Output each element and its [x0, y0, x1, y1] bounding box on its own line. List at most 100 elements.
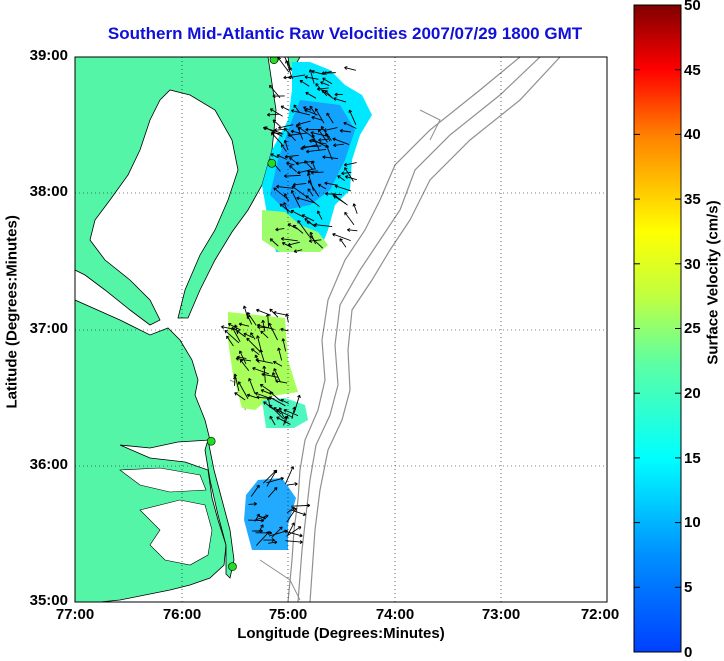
bathymetry-contour	[309, 57, 561, 602]
water-albemarle	[119, 467, 207, 493]
x-tick-label: 74:00	[375, 606, 415, 623]
velocity-vector	[254, 513, 260, 522]
velocity-vector	[302, 145, 322, 149]
velocity-vector	[246, 337, 261, 353]
velocity-vector	[277, 347, 283, 361]
velocity-vector	[283, 174, 301, 178]
velocity-vector	[292, 224, 304, 234]
velocity-vector	[256, 308, 271, 316]
velocity-vector	[250, 332, 256, 340]
velocity-vector	[310, 131, 330, 138]
velocity-vector	[344, 167, 354, 182]
velocity-vector	[344, 66, 357, 71]
velocity-vector	[310, 170, 324, 175]
velocity-vector	[316, 210, 323, 220]
hf-radar-stations	[206, 57, 279, 571]
velocity-vector	[243, 332, 254, 338]
velocity-vector	[291, 503, 311, 508]
velocity-vector	[266, 397, 271, 407]
velocity-vector	[281, 338, 287, 352]
velocity-vector	[269, 238, 279, 247]
x-tick-label: 76:00	[162, 606, 202, 623]
velocity-vector	[280, 237, 298, 242]
velocity-vector	[337, 175, 346, 181]
station-marker	[269, 57, 279, 65]
velocity-vector	[344, 211, 355, 226]
x-tick-label: 77:00	[55, 606, 95, 623]
velocity-vector	[290, 109, 310, 116]
velocity-vector	[314, 222, 333, 227]
colorbar-ticks	[634, 4, 681, 653]
velocity-vector	[268, 540, 278, 545]
velocity-vector	[305, 91, 317, 99]
velocity-vector	[323, 71, 336, 76]
colorbar-tick-label: 5	[684, 579, 693, 596]
velocity-vector	[320, 81, 330, 86]
velocity-vector	[262, 469, 277, 484]
velocity-vector	[259, 383, 274, 394]
velocity-vector	[266, 112, 280, 117]
velocity-vector	[251, 528, 263, 533]
velocity-vector	[254, 514, 269, 521]
land-delmarva	[75, 57, 277, 326]
velocity-vector	[309, 105, 317, 116]
velocity-vector	[287, 241, 300, 247]
velocity-vector	[280, 327, 289, 332]
colorbar	[633, 4, 682, 653]
velocity-vector	[333, 143, 344, 148]
velocity-vector	[286, 161, 295, 166]
x-tick-label: 75:00	[268, 606, 308, 623]
velocity-vector	[348, 109, 357, 125]
velocity-vector	[299, 79, 310, 87]
velocity-vector	[288, 74, 306, 80]
velocity-vector	[326, 112, 334, 124]
velocity-vector	[291, 509, 307, 517]
velocity-vector	[256, 335, 263, 353]
velocity-vector	[270, 153, 279, 159]
velocity-vector	[297, 168, 315, 175]
velocity-vector	[311, 138, 329, 149]
velocity-vector	[278, 124, 294, 130]
velocity-vector	[311, 115, 323, 121]
colorbar-tick-label: 35	[684, 191, 701, 208]
velocity-vector	[314, 108, 325, 124]
velocity-vector	[309, 235, 324, 249]
velocity-vector	[226, 335, 234, 347]
water-pamlico	[139, 499, 213, 566]
velocity-vector	[347, 228, 358, 232]
velocity-vector	[296, 196, 316, 204]
velocity-vector	[293, 249, 303, 254]
velocity-vector	[321, 70, 332, 76]
velocity-vector	[324, 89, 333, 99]
colorbar-tick-label: 25	[684, 320, 701, 337]
velocity-vector	[274, 128, 288, 132]
velocity-vector	[325, 191, 342, 196]
velocity-patch-edge	[262, 210, 328, 252]
velocity-vector	[287, 522, 295, 536]
velocity-vector	[231, 326, 241, 342]
x-tick-label: 73:00	[481, 606, 521, 623]
velocity-vector	[269, 415, 276, 426]
velocity-vector	[275, 227, 285, 232]
velocity-vector	[271, 526, 283, 538]
velocity-vector	[272, 372, 278, 382]
velocity-vector	[273, 368, 281, 383]
velocity-vector	[290, 129, 301, 134]
velocity-vectors	[220, 57, 358, 546]
velocity-vector	[293, 394, 301, 413]
velocity-vector	[317, 183, 327, 190]
velocity-vector	[279, 203, 293, 214]
velocity-vector	[305, 127, 323, 132]
velocity-vector	[268, 322, 278, 341]
velocity-vector	[295, 124, 304, 140]
velocity-vector	[344, 175, 357, 181]
velocity-vector	[280, 398, 289, 404]
velocity-vector	[233, 373, 240, 392]
velocity-vector	[297, 220, 310, 237]
velocity-vector	[287, 223, 298, 230]
velocity-vector	[309, 231, 317, 245]
velocity-vector	[269, 308, 279, 318]
velocity-vector	[234, 392, 246, 401]
velocity-vector	[308, 69, 315, 84]
